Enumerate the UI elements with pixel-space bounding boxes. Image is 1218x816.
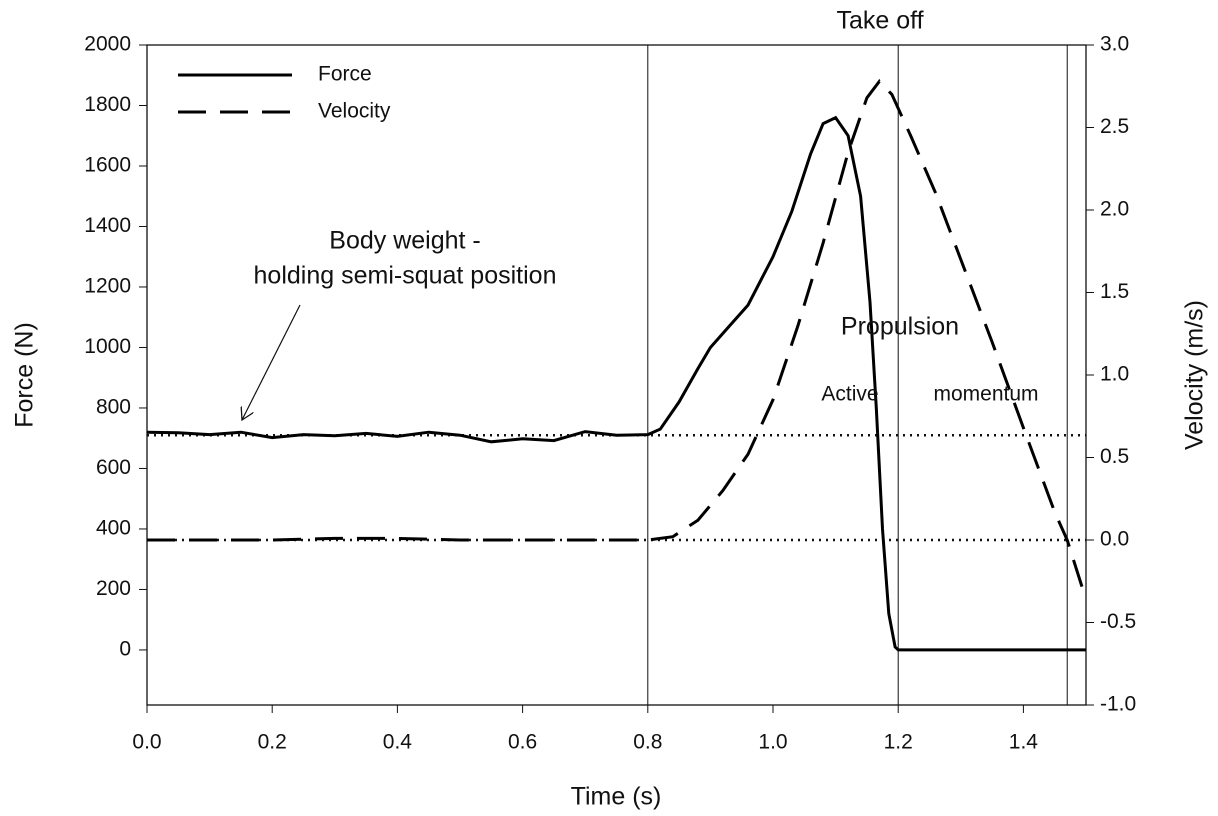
y-tick-label: 0 xyxy=(119,637,131,660)
x-tick-label: 0.0 xyxy=(132,731,161,754)
legend-label: Velocity xyxy=(318,100,391,123)
series-line xyxy=(147,78,1088,600)
y2-tick-label: -0.5 xyxy=(1100,610,1136,633)
y-axis-label: Force (N) xyxy=(11,322,39,428)
y-tick-label: 1200 xyxy=(84,275,131,298)
y2-tick-label: 2.0 xyxy=(1100,198,1129,221)
series-line xyxy=(146,115,1086,652)
annotation-arrow xyxy=(242,304,301,420)
y2-tick-label: 0.5 xyxy=(1100,445,1129,468)
x-tick-label: 0.4 xyxy=(383,731,413,754)
y-tick-label: 800 xyxy=(96,396,131,419)
y2-tick-label: 0.0 xyxy=(1100,528,1129,551)
y2-tick-label: 2.5 xyxy=(1100,115,1129,138)
legend-label: Force xyxy=(318,63,372,86)
y2-tick-label: 1.0 xyxy=(1100,363,1129,386)
annotation: holding semi-squat position xyxy=(254,262,557,290)
x-tick-label: 0.2 xyxy=(258,731,287,754)
y-tick-label: 1400 xyxy=(84,214,131,237)
y-tick-label: 200 xyxy=(96,577,131,600)
annotation: Active xyxy=(821,383,878,406)
y-tick-label: 2000 xyxy=(84,33,131,56)
x-tick-label: 0.8 xyxy=(633,731,662,754)
y2-tick-label: 3.0 xyxy=(1100,33,1129,56)
y-tick-label: 1000 xyxy=(84,335,131,358)
x-axis-label: Time (s) xyxy=(571,783,662,811)
x-tick-label: 1.2 xyxy=(884,731,913,754)
x-tick-label: 0.6 xyxy=(508,731,537,754)
y2-axis-label: Velocity (m/s) xyxy=(1181,300,1209,450)
x-tick-label: 1.0 xyxy=(758,731,787,754)
annotation: Propulsion xyxy=(841,313,959,341)
y2-tick-label: -1.0 xyxy=(1100,693,1136,716)
annotation: Body weight - xyxy=(329,227,480,255)
y-tick-label: 1800 xyxy=(84,93,131,116)
x-tick-label: 1.4 xyxy=(1009,731,1039,754)
y2-tick-label: 1.5 xyxy=(1100,280,1129,303)
y-tick-label: 600 xyxy=(96,456,131,479)
annotation: momentum xyxy=(933,383,1038,406)
annotation: Take off xyxy=(836,7,923,35)
plot-frame xyxy=(146,44,1087,706)
y-tick-label: 400 xyxy=(96,517,131,540)
y-tick-label: 1600 xyxy=(84,154,131,177)
